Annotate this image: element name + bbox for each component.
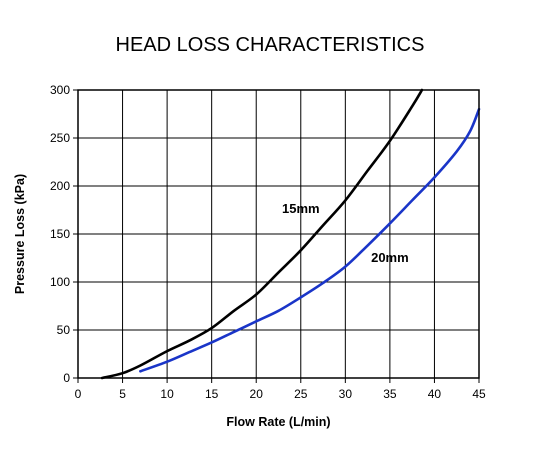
chart-title: HEAD LOSS CHARACTERISTICS	[115, 34, 425, 56]
y-tick-label: 250	[50, 131, 70, 145]
y-tick-label: 200	[50, 179, 70, 193]
y-tick-label: 0	[63, 371, 70, 385]
x-tick-label: 15	[205, 387, 219, 401]
series-line-20mm	[139, 107, 481, 373]
series-label-15mm: 15mm	[282, 201, 320, 216]
y-tick-label: 300	[50, 83, 70, 97]
series-label-20mm: 20mm	[371, 250, 409, 265]
series-labels: 15mm 20mm	[282, 201, 409, 265]
x-tick-label: 10	[160, 387, 174, 401]
axis-ticks: 0 5 10 15 20 25 30 35 40 45 0 50 100 150 200 250 300	[50, 83, 486, 401]
x-tick-label: 20	[250, 387, 264, 401]
x-tick-label: 45	[472, 387, 486, 401]
plot-frame	[77, 89, 480, 379]
x-tick-label: 35	[383, 387, 397, 401]
series-lines	[100, 88, 481, 380]
x-tick-label: 0	[75, 387, 82, 401]
y-tick-label: 150	[50, 227, 70, 241]
y-axis-label: Pressure Loss (kPa)	[13, 174, 27, 294]
x-tick-label: 5	[119, 387, 126, 401]
plot-grid	[73, 89, 480, 383]
y-tick-label: 100	[50, 275, 70, 289]
x-tick-label: 40	[428, 387, 442, 401]
x-tick-label: 30	[339, 387, 353, 401]
series-line-15mm	[100, 88, 424, 380]
x-axis-label: Flow Rate (L/min)	[226, 415, 330, 429]
x-tick-label: 25	[294, 387, 308, 401]
y-tick-label: 50	[57, 323, 71, 337]
